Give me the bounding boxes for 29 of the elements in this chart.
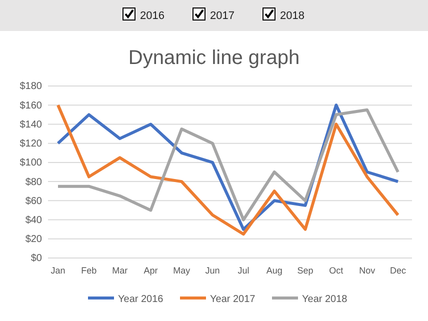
- y-tick-label: $0: [30, 253, 42, 264]
- x-tick-label: Dec: [390, 265, 406, 276]
- y-tick-label: $40: [25, 214, 42, 226]
- x-tick-label: Sep: [297, 265, 314, 276]
- legend-label: Year 2018: [302, 294, 348, 305]
- x-tick-label: Apr: [144, 265, 158, 276]
- legend-label: Year 2017: [210, 294, 256, 305]
- y-tick-label: $180: [20, 81, 42, 92]
- y-tick-label: $140: [20, 119, 42, 130]
- x-tick-label: Jul: [238, 265, 250, 276]
- text: 2018: [280, 10, 304, 22]
- x-tick-label: Nov: [359, 265, 376, 276]
- x-tick-label: Oct: [329, 265, 344, 276]
- chart-title: Dynamic line graph: [128, 47, 300, 69]
- y-tick-label: $120: [20, 138, 42, 150]
- x-tick-label: Feb: [81, 265, 97, 276]
- x-tick-label: Aug: [266, 265, 282, 276]
- y-tick-label: $20: [25, 234, 42, 246]
- text: 2017: [210, 10, 234, 22]
- legend-label: Year 2016: [118, 294, 164, 305]
- x-tick-label: Jun: [205, 265, 220, 276]
- x-tick-label: Mar: [112, 265, 128, 276]
- y-tick-label: $160: [20, 100, 42, 112]
- x-tick-label: May: [173, 265, 191, 276]
- y-tick-label: $80: [25, 176, 42, 188]
- text: 2016: [140, 10, 164, 22]
- y-tick-label: $100: [20, 158, 42, 169]
- y-tick-label: $60: [25, 196, 42, 207]
- x-tick-label: Jan: [50, 265, 66, 276]
